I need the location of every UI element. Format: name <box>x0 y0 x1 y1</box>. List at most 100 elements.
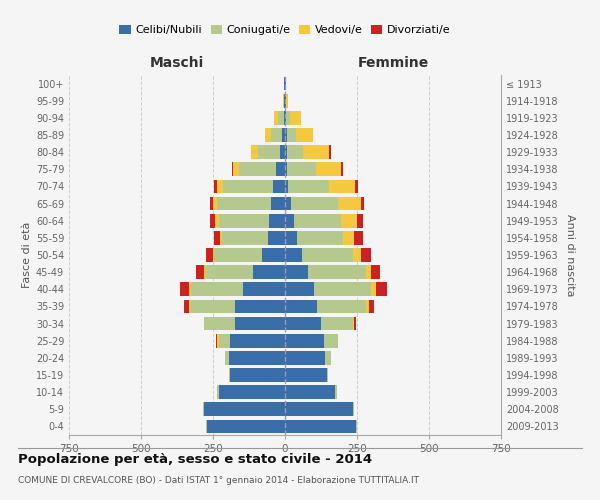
Bar <box>353 316 354 330</box>
Bar <box>285 316 321 330</box>
Bar <box>205 402 285 416</box>
Bar <box>371 266 380 279</box>
Bar <box>353 248 361 262</box>
Bar <box>285 111 286 124</box>
Bar <box>215 214 219 228</box>
Bar <box>314 282 371 296</box>
Bar <box>285 128 287 142</box>
Bar <box>239 162 277 176</box>
Bar <box>217 180 223 194</box>
Bar <box>209 214 215 228</box>
Bar <box>376 282 387 296</box>
Bar <box>291 196 338 210</box>
Bar <box>269 214 285 228</box>
Bar <box>203 402 205 416</box>
Bar <box>223 180 274 194</box>
Bar <box>184 300 188 314</box>
Bar <box>220 231 221 244</box>
Bar <box>205 316 235 330</box>
Bar <box>365 300 368 314</box>
Bar <box>206 248 213 262</box>
Bar <box>285 300 317 314</box>
Bar <box>356 420 357 434</box>
Bar <box>308 266 365 279</box>
Bar <box>324 334 338 347</box>
Bar <box>361 248 371 262</box>
Text: Popolazione per età, sesso e stato civile - 2014: Popolazione per età, sesso e stato civil… <box>18 452 372 466</box>
Bar <box>287 162 316 176</box>
Bar <box>284 111 285 124</box>
Bar <box>205 266 206 279</box>
Bar <box>216 334 217 347</box>
Bar <box>338 196 361 210</box>
Bar <box>196 266 205 279</box>
Y-axis label: Anni di nascita: Anni di nascita <box>565 214 575 296</box>
Bar <box>285 386 335 399</box>
Bar <box>287 146 303 159</box>
Bar <box>282 128 285 142</box>
Bar <box>219 386 285 399</box>
Bar <box>210 196 213 210</box>
Bar <box>219 334 230 347</box>
Bar <box>368 300 374 314</box>
Bar <box>284 94 285 108</box>
Bar <box>355 180 358 194</box>
Bar <box>287 128 296 142</box>
Bar <box>285 266 308 279</box>
Bar <box>335 386 337 399</box>
Bar <box>214 248 262 262</box>
Bar <box>274 111 278 124</box>
Bar <box>286 111 290 124</box>
Bar <box>265 128 271 142</box>
Bar <box>285 420 356 434</box>
Bar <box>293 214 341 228</box>
Bar <box>285 180 289 194</box>
Bar <box>302 248 353 262</box>
Bar <box>278 111 284 124</box>
Bar <box>230 368 285 382</box>
Bar <box>274 180 285 194</box>
Bar <box>329 146 331 159</box>
Y-axis label: Fasce di età: Fasce di età <box>22 222 32 288</box>
Bar <box>217 386 219 399</box>
Bar <box>354 231 363 244</box>
Bar <box>253 266 285 279</box>
Bar <box>354 316 356 330</box>
Bar <box>285 334 324 347</box>
Bar <box>285 196 291 210</box>
Bar <box>343 231 354 244</box>
Bar <box>303 146 329 159</box>
Bar <box>285 162 287 176</box>
Bar <box>321 316 353 330</box>
Bar <box>317 300 365 314</box>
Bar <box>296 128 313 142</box>
Legend: Celibi/Nubili, Coniugati/e, Vedovi/e, Divorziati/e: Celibi/Nubili, Coniugati/e, Vedovi/e, Di… <box>119 25 451 35</box>
Bar <box>285 231 296 244</box>
Bar <box>285 214 293 228</box>
Bar <box>181 282 189 296</box>
Bar <box>289 180 329 194</box>
Bar <box>353 402 354 416</box>
Bar <box>285 402 353 416</box>
Bar <box>251 146 258 159</box>
Bar <box>213 248 214 262</box>
Bar <box>219 214 269 228</box>
Bar <box>361 196 364 210</box>
Bar <box>190 300 235 314</box>
Bar <box>290 111 301 124</box>
Bar <box>232 162 233 176</box>
Bar <box>206 420 207 434</box>
Bar <box>213 196 217 210</box>
Bar <box>214 180 217 194</box>
Bar <box>230 334 285 347</box>
Bar <box>271 196 285 210</box>
Text: Femmine: Femmine <box>358 56 428 70</box>
Text: Maschi: Maschi <box>150 56 204 70</box>
Bar <box>188 300 190 314</box>
Bar <box>217 196 271 210</box>
Bar <box>296 231 343 244</box>
Bar <box>365 266 371 279</box>
Bar <box>285 94 286 108</box>
Bar <box>233 162 239 176</box>
Bar <box>207 420 285 434</box>
